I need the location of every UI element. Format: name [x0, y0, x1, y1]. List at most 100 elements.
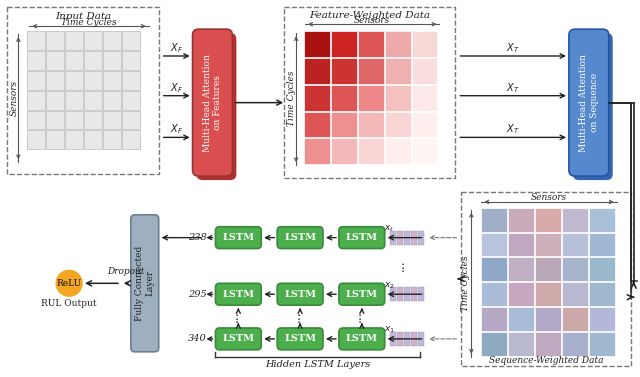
FancyBboxPatch shape	[331, 85, 357, 110]
FancyBboxPatch shape	[65, 91, 83, 110]
FancyBboxPatch shape	[46, 31, 64, 50]
FancyBboxPatch shape	[481, 257, 507, 281]
FancyBboxPatch shape	[216, 227, 261, 248]
Text: Time Cycles: Time Cycles	[61, 18, 116, 27]
Text: LSTM: LSTM	[222, 334, 254, 343]
FancyBboxPatch shape	[358, 85, 384, 110]
FancyBboxPatch shape	[417, 231, 424, 245]
Text: $X_F$: $X_F$	[170, 123, 183, 136]
FancyBboxPatch shape	[562, 233, 588, 256]
FancyBboxPatch shape	[122, 71, 140, 90]
FancyBboxPatch shape	[589, 307, 614, 331]
FancyBboxPatch shape	[390, 332, 396, 346]
FancyBboxPatch shape	[103, 51, 121, 70]
Text: LSTM: LSTM	[284, 233, 316, 242]
FancyBboxPatch shape	[508, 233, 534, 256]
FancyBboxPatch shape	[562, 332, 588, 356]
Text: LSTM: LSTM	[346, 334, 378, 343]
FancyBboxPatch shape	[122, 130, 140, 149]
FancyBboxPatch shape	[397, 332, 403, 346]
FancyBboxPatch shape	[385, 85, 411, 110]
FancyBboxPatch shape	[339, 283, 385, 305]
FancyBboxPatch shape	[508, 208, 534, 232]
Text: $X_T$: $X_T$	[506, 41, 520, 55]
FancyBboxPatch shape	[65, 130, 83, 149]
FancyBboxPatch shape	[216, 283, 261, 305]
FancyBboxPatch shape	[84, 31, 102, 50]
FancyBboxPatch shape	[589, 257, 614, 281]
Text: LSTM: LSTM	[346, 233, 378, 242]
FancyBboxPatch shape	[385, 58, 411, 84]
FancyBboxPatch shape	[65, 51, 83, 70]
FancyBboxPatch shape	[277, 227, 323, 248]
Text: Multi-Head Attention
on Features: Multi-Head Attention on Features	[203, 54, 222, 152]
FancyBboxPatch shape	[508, 332, 534, 356]
FancyBboxPatch shape	[28, 71, 45, 90]
FancyBboxPatch shape	[411, 231, 417, 245]
Text: Multi-Head Attention
on Sequence: Multi-Head Attention on Sequence	[579, 54, 598, 152]
FancyBboxPatch shape	[385, 112, 411, 137]
Text: LSTM: LSTM	[222, 233, 254, 242]
Text: ···: ···	[294, 310, 307, 322]
FancyBboxPatch shape	[573, 33, 612, 180]
FancyBboxPatch shape	[131, 215, 159, 352]
FancyBboxPatch shape	[412, 138, 438, 164]
Text: Hidden LSTM Layers: Hidden LSTM Layers	[265, 360, 370, 369]
FancyBboxPatch shape	[46, 51, 64, 70]
FancyBboxPatch shape	[304, 112, 330, 137]
FancyBboxPatch shape	[103, 130, 121, 149]
Text: ···: ···	[232, 310, 245, 322]
FancyBboxPatch shape	[339, 227, 385, 248]
FancyBboxPatch shape	[358, 112, 384, 137]
FancyBboxPatch shape	[411, 287, 417, 301]
FancyBboxPatch shape	[417, 332, 424, 346]
FancyBboxPatch shape	[122, 51, 140, 70]
FancyBboxPatch shape	[84, 71, 102, 90]
FancyBboxPatch shape	[65, 110, 83, 129]
FancyBboxPatch shape	[216, 328, 261, 350]
Text: $x_t$: $x_t$	[384, 224, 394, 234]
FancyBboxPatch shape	[562, 282, 588, 306]
Text: ···: ···	[398, 260, 411, 271]
FancyBboxPatch shape	[411, 332, 417, 346]
FancyBboxPatch shape	[481, 332, 507, 356]
FancyBboxPatch shape	[46, 71, 64, 90]
Text: Input Data: Input Data	[55, 12, 111, 21]
FancyBboxPatch shape	[535, 307, 561, 331]
Text: Time Cycles: Time Cycles	[287, 71, 296, 126]
FancyBboxPatch shape	[562, 208, 588, 232]
Text: 238: 238	[188, 233, 207, 242]
Text: Fully Connected
Layer: Fully Connected Layer	[135, 246, 154, 321]
FancyBboxPatch shape	[46, 130, 64, 149]
Text: LSTM: LSTM	[222, 290, 254, 299]
Text: 340: 340	[188, 334, 207, 343]
FancyBboxPatch shape	[535, 233, 561, 256]
FancyBboxPatch shape	[412, 85, 438, 110]
FancyBboxPatch shape	[28, 31, 45, 50]
FancyBboxPatch shape	[103, 31, 121, 50]
FancyBboxPatch shape	[481, 307, 507, 331]
Text: RUL Output: RUL Output	[42, 299, 97, 308]
FancyBboxPatch shape	[304, 138, 330, 164]
FancyBboxPatch shape	[358, 31, 384, 57]
FancyBboxPatch shape	[569, 29, 609, 176]
FancyBboxPatch shape	[46, 91, 64, 110]
FancyBboxPatch shape	[331, 112, 357, 137]
Text: LSTM: LSTM	[346, 290, 378, 299]
FancyBboxPatch shape	[417, 287, 424, 301]
Text: $X_F$: $X_F$	[170, 81, 183, 95]
Text: $x_1$: $x_1$	[384, 325, 395, 335]
FancyBboxPatch shape	[28, 130, 45, 149]
FancyBboxPatch shape	[84, 51, 102, 70]
FancyBboxPatch shape	[412, 112, 438, 137]
FancyBboxPatch shape	[193, 29, 232, 176]
FancyBboxPatch shape	[358, 138, 384, 164]
FancyBboxPatch shape	[535, 257, 561, 281]
FancyBboxPatch shape	[481, 233, 507, 256]
FancyBboxPatch shape	[277, 283, 323, 305]
FancyBboxPatch shape	[508, 257, 534, 281]
Text: ReLU: ReLU	[56, 279, 82, 288]
FancyBboxPatch shape	[508, 307, 534, 331]
Text: 295: 295	[188, 290, 207, 299]
FancyBboxPatch shape	[277, 328, 323, 350]
